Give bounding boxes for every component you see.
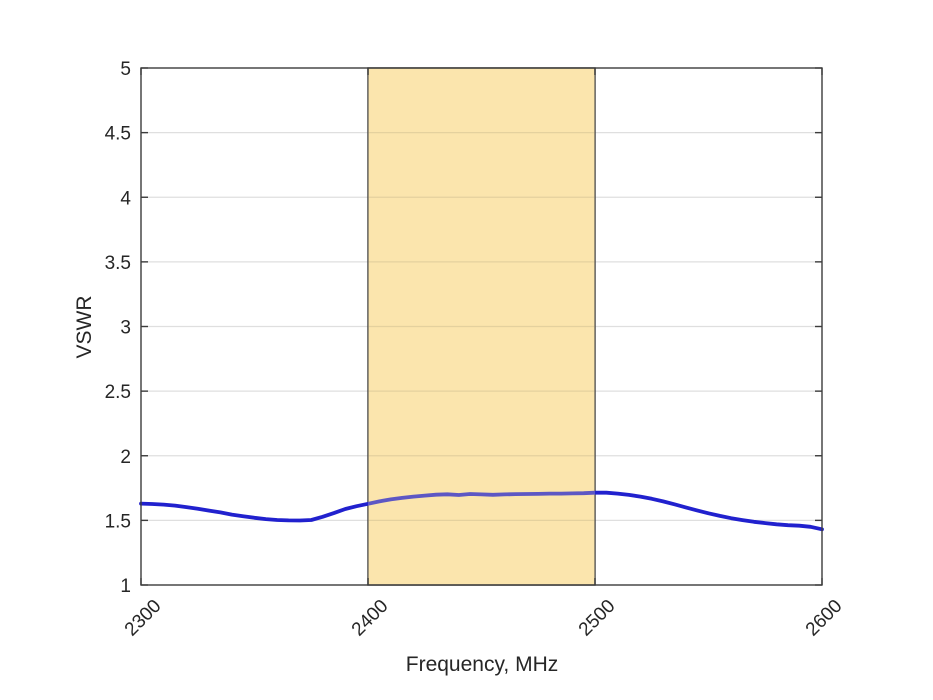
- y-tick-label: 2.5: [105, 382, 131, 403]
- y-tick-label: 4.5: [105, 124, 131, 145]
- x-tick-label: 2600: [802, 596, 847, 641]
- tick-layer: [140, 67, 823, 586]
- band-tint: [368, 68, 595, 585]
- y-tick-label: 1: [120, 576, 131, 597]
- y-tick-label: 2: [120, 447, 131, 468]
- y-tick-label: 1.5: [105, 511, 131, 532]
- y-tick-label: 3: [120, 318, 131, 339]
- x-tick-label: 2500: [575, 596, 620, 641]
- grid-layer: [141, 132, 822, 521]
- x-axis-label: Frequency, MHz: [406, 653, 559, 676]
- y-tick-label: 4: [120, 188, 131, 209]
- y-axis-label: VSWR: [73, 296, 96, 359]
- y-tick-label: 5: [120, 59, 131, 80]
- curve-layer: [139, 490, 824, 532]
- x-tick-label: 2400: [348, 596, 393, 641]
- band-tint-layer: [368, 68, 595, 585]
- x-tick-label: 2300: [121, 596, 166, 641]
- vswr-curve: [139, 490, 824, 532]
- y-tick-label: 3.5: [105, 253, 131, 274]
